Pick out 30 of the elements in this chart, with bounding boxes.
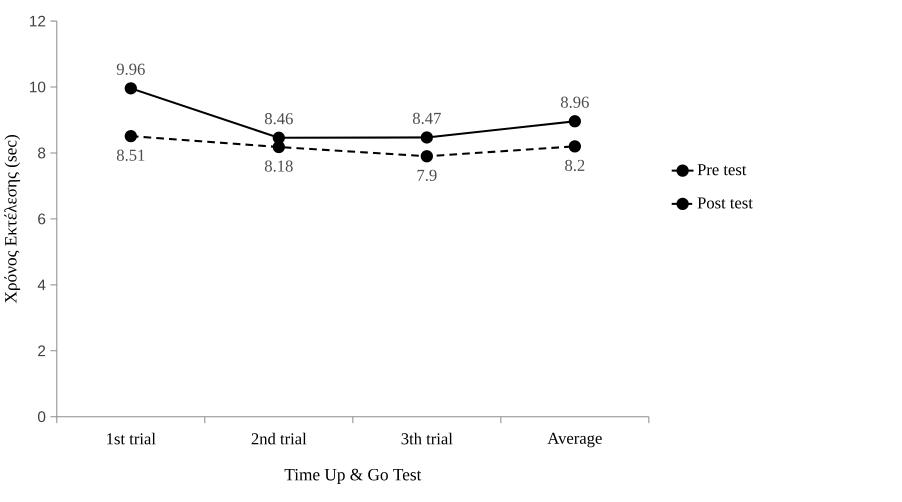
y-axis-title: Χρόνος Εκτέλεσης (sec)	[4, 135, 20, 304]
point	[420, 131, 433, 144]
x-tick-label: Average	[548, 432, 602, 448]
y-tick-label: 2	[38, 345, 46, 356]
point	[568, 140, 581, 152]
point	[420, 150, 433, 162]
y-tick-label: 6	[38, 213, 46, 224]
point	[124, 130, 137, 142]
data-label: 8.47	[412, 112, 441, 124]
data-label: 8.2	[565, 160, 584, 172]
point	[272, 140, 285, 154]
y-tick-label: 8	[38, 148, 46, 158]
legend-label: Pre test	[698, 164, 746, 176]
x-tick-label: 1st trial	[107, 432, 156, 444]
point	[568, 115, 581, 128]
y-tick-label: 4	[38, 280, 46, 290]
x-axis-title: Time Up & Go Test	[284, 468, 422, 484]
x-tick-label: 2nd trial	[252, 432, 306, 444]
data-label: 8.96	[560, 96, 589, 108]
data-label: 9.96	[116, 64, 145, 75]
y-tick-label: 0	[38, 411, 46, 422]
x-tick-label: 3th trial	[402, 432, 453, 444]
point	[124, 82, 137, 94]
data-label: 8.46	[264, 113, 293, 124]
legend-label: Post test	[698, 197, 753, 208]
y-tick-label: 10	[30, 82, 46, 92]
data-label: 8.51	[116, 150, 144, 161]
data-label: 8.18	[264, 160, 293, 172]
y-tick-label: 12	[30, 16, 46, 26]
data-label: 7.9	[418, 170, 437, 181]
